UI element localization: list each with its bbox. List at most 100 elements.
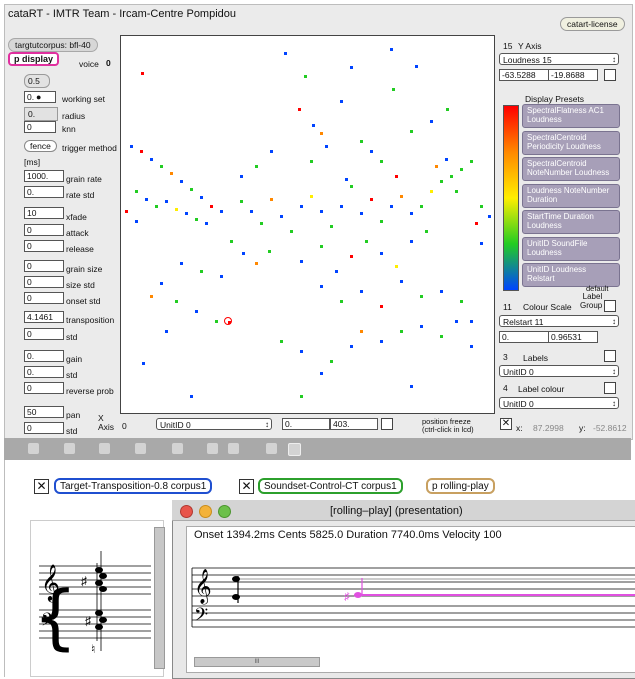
scatter-point[interactable] [395,175,398,178]
scatter-point[interactable] [250,210,253,213]
scatter-point[interactable] [415,65,418,68]
scatter-point[interactable] [400,330,403,333]
target-transposition-object[interactable]: Target-Transposition-0.8 corpus1 [54,478,213,494]
scatter-point[interactable] [310,195,313,198]
scatter-point[interactable] [255,165,258,168]
scatter-point[interactable] [300,260,303,263]
lcd-scatter-display[interactable] [120,35,495,414]
preset-button[interactable]: UnitID SoundFile Loudness [522,236,620,261]
scatter-point[interactable] [304,75,307,78]
scatter-point[interactable] [445,158,448,161]
knn-field[interactable]: 0 [24,121,56,133]
preset-button[interactable]: StartTime Duration Loudness [522,210,620,234]
scatter-point[interactable] [240,175,243,178]
scatter-point[interactable] [480,242,483,245]
scatter-point[interactable] [345,178,348,181]
scatter-point[interactable] [440,335,443,338]
pan-std-field[interactable]: 0 [24,422,64,434]
x-max-field[interactable]: 403. [330,418,378,430]
info-icon[interactable] [172,443,183,454]
gain-field[interactable]: 0. [24,350,64,362]
colour-scale-menu[interactable]: Relstart 11 ↕ [499,315,619,327]
scatter-point[interactable] [380,220,383,223]
scatter-point[interactable] [185,212,188,215]
scatter-point[interactable] [340,100,343,103]
scatter-point[interactable] [470,160,473,163]
radius-field[interactable]: 0. [24,107,58,121]
scatter-point[interactable] [420,295,423,298]
scatter-point[interactable] [340,205,343,208]
scatter-point[interactable] [360,330,363,333]
attack-field[interactable]: 0 [24,224,64,236]
p-display-button[interactable]: p display [8,52,60,66]
scatter-point[interactable] [488,215,491,218]
x-min-field[interactable]: 0. [282,418,330,430]
score-scrollbar[interactable] [154,527,165,669]
copy-icon[interactable] [207,443,218,454]
scatter-point[interactable] [290,230,293,233]
scatter-point[interactable] [335,270,338,273]
stepper-icon[interactable]: ● [36,92,42,102]
lock-icon[interactable] [28,443,39,454]
preset-button[interactable]: SpectralCentroid NoteNumber Loudness [522,157,620,181]
scatter-point[interactable] [392,88,395,91]
chord-score-view[interactable]: 𝄞 𝄢 { ♯ ♯ ♮ [30,520,164,677]
gain-std-field[interactable]: 0. [24,366,64,378]
target-transposition-checkbox[interactable]: ✕ [34,479,49,494]
scatter-point[interactable] [325,145,328,148]
scatter-point[interactable] [410,130,413,133]
scatter-point[interactable] [330,225,333,228]
scatter-point[interactable] [460,300,463,303]
scatter-point[interactable] [195,218,198,221]
scatter-point[interactable] [320,210,323,213]
scatter-point[interactable] [320,372,323,375]
scatter-point[interactable] [175,208,178,211]
scatter-point[interactable] [475,222,478,225]
image-icon[interactable] [135,443,146,454]
scatter-point[interactable] [260,222,263,225]
scatter-point[interactable] [410,240,413,243]
scatter-point[interactable] [450,175,453,178]
soundset-control-checkbox[interactable]: ✕ [239,479,254,494]
onset-std-field[interactable]: 0 [24,292,64,304]
half-message[interactable]: 0.5 [24,74,50,88]
scatter-point[interactable] [300,350,303,353]
y-max-field[interactable]: -19.8688 [548,69,598,81]
scatter-point[interactable] [435,165,438,168]
scatter-point[interactable] [298,108,301,111]
scatter-point[interactable] [215,320,218,323]
scatter-point[interactable] [400,280,403,283]
grid-icon[interactable] [266,443,277,454]
scatter-point[interactable] [210,205,213,208]
scatter-point[interactable] [430,190,433,193]
label-colour-checkbox[interactable] [604,382,616,394]
scatter-point[interactable] [470,345,473,348]
license-button[interactable]: catart-license [560,17,625,31]
release-field[interactable]: 0 [24,240,64,252]
presentation-icon[interactable] [288,443,301,456]
scatter-point[interactable] [440,290,443,293]
scatter-point[interactable] [480,205,483,208]
scatter-point[interactable] [300,205,303,208]
corpus-pill[interactable]: targtutcorpus: bfl-40 [8,38,98,52]
scatter-point[interactable] [170,172,173,175]
scatter-point[interactable] [160,282,163,285]
scatter-point[interactable] [165,200,168,203]
scatter-point[interactable] [395,265,398,268]
scatter-plot[interactable] [121,36,494,413]
scatter-point[interactable] [425,230,428,233]
scatter-point[interactable] [446,108,449,111]
scatter-point[interactable] [180,262,183,265]
scatter-point[interactable] [284,52,287,55]
scatter-point[interactable] [410,385,413,388]
scatter-point[interactable] [420,205,423,208]
scatter-point[interactable] [440,180,443,183]
scatter-point[interactable] [350,255,353,258]
scatter-point[interactable] [200,196,203,199]
preset-button[interactable]: SpectralFlatness AC1 Loudness [522,104,620,128]
scatter-point[interactable] [320,285,323,288]
scatter-point[interactable] [240,200,243,203]
preset-button[interactable]: UnitID Loudness Relstart [522,263,620,287]
scatter-point[interactable] [160,165,163,168]
scatter-point[interactable] [150,295,153,298]
